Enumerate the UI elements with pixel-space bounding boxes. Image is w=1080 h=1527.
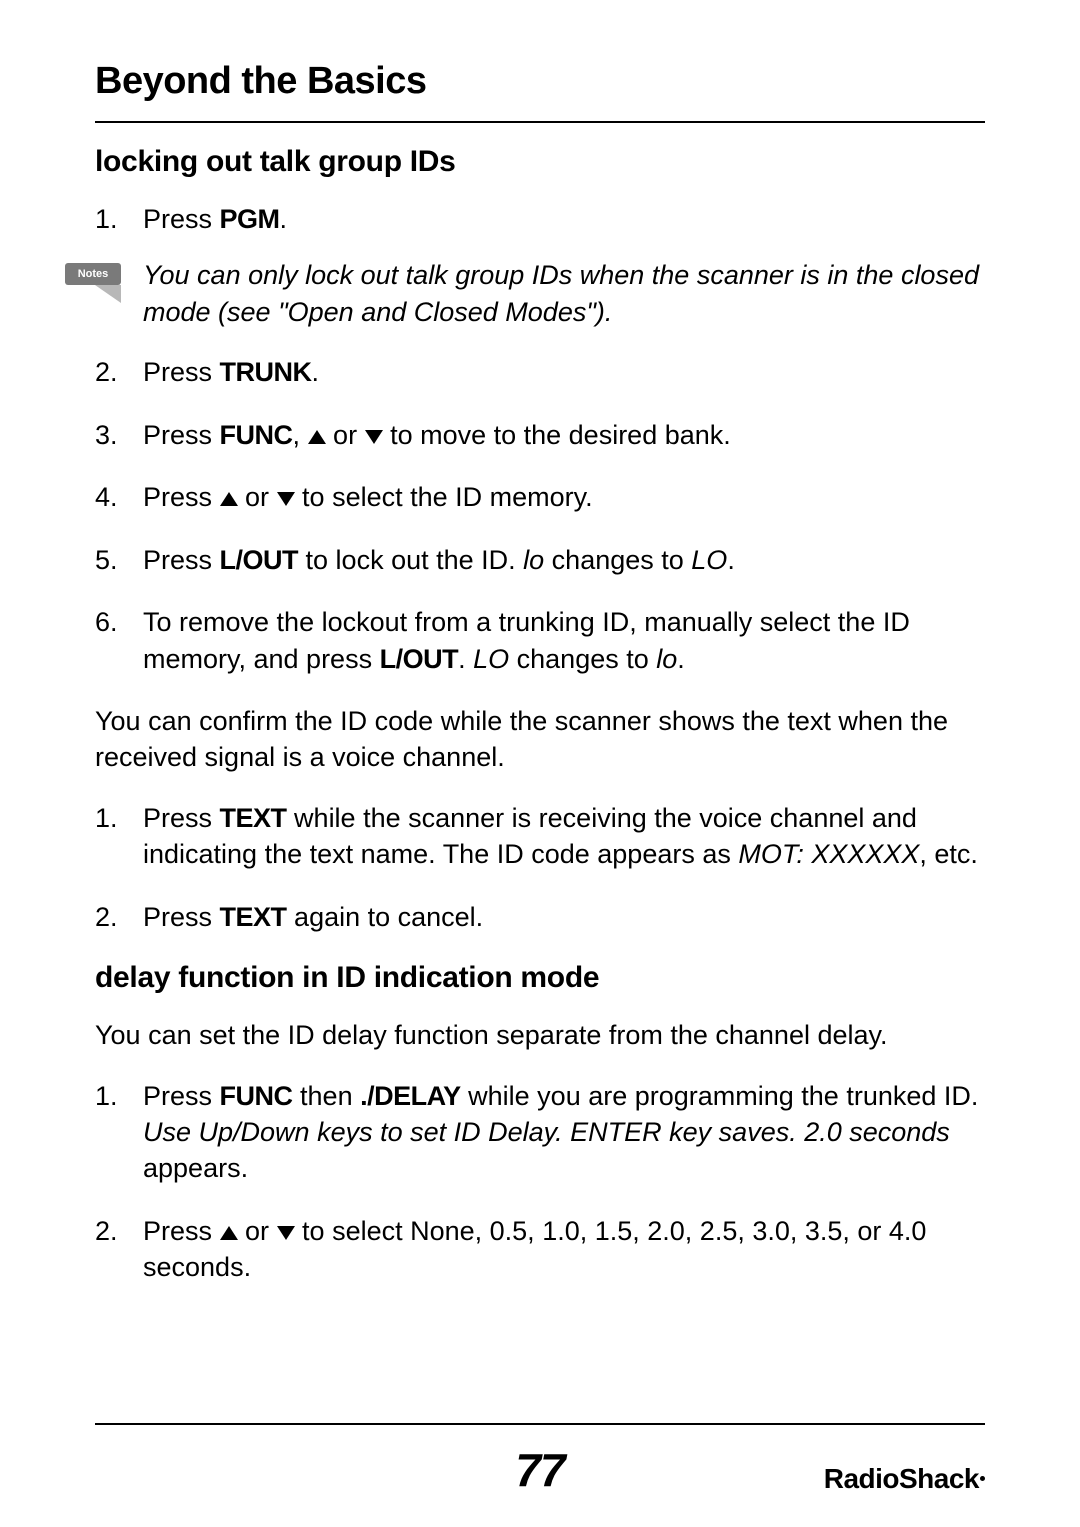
key-func: FUNC xyxy=(220,420,293,450)
body-paragraph: You can confirm the ID code while the sc… xyxy=(95,703,985,776)
step-text: . xyxy=(312,357,320,387)
up-arrow-icon xyxy=(220,1226,238,1240)
display-lo-upper: LO xyxy=(691,545,727,575)
step-number: 2. xyxy=(95,1213,118,1249)
title-rule xyxy=(95,121,985,123)
step-text: . xyxy=(677,644,685,674)
key-lout: L/OUT xyxy=(380,644,459,674)
text-step-1: 1. Press TEXT while the scanner is recei… xyxy=(95,800,985,873)
step-4: 4. Press or to select the ID memory. xyxy=(95,479,985,515)
step-number: 1. xyxy=(95,1078,118,1114)
page-title: Beyond the Basics xyxy=(95,60,985,103)
step-text: Press xyxy=(143,1216,220,1246)
step-text: Press xyxy=(143,357,220,387)
step-text: changes to xyxy=(509,644,656,674)
section-heading-lockout: locking out talk group IDs xyxy=(95,145,985,179)
footer: 77 RadioShack xyxy=(95,1423,985,1497)
delay-step-1: 1. Press FUNC then ./DELAY while you are… xyxy=(95,1078,985,1187)
key-trunk: TRUNK xyxy=(220,357,312,387)
step-number: 1. xyxy=(95,201,118,237)
step-text: appears. xyxy=(143,1153,248,1183)
step-text: to move to the desired bank. xyxy=(383,420,731,450)
step-text: Press xyxy=(143,803,220,833)
step-number: 5. xyxy=(95,542,118,578)
display-delay-message: Use Up/Down keys to set ID Delay. ENTER … xyxy=(143,1117,950,1147)
step-number: 6. xyxy=(95,604,118,640)
key-text: TEXT xyxy=(220,803,287,833)
step-text: Press xyxy=(143,204,220,234)
key-func: FUNC xyxy=(220,1081,293,1111)
step-text: , etc. xyxy=(919,839,978,869)
step-text: , xyxy=(293,420,308,450)
notes-badge: Notes xyxy=(65,263,121,303)
step-text: changes to xyxy=(544,545,691,575)
text-step-2: 2. Press TEXT again to cancel. xyxy=(95,899,985,935)
notes-badge-triangle xyxy=(95,285,121,303)
step-text: Press xyxy=(143,482,220,512)
step-text: or xyxy=(238,482,277,512)
step-text: Press xyxy=(143,1081,220,1111)
page-container: Beyond the Basics locking out talk group… xyxy=(0,0,1080,1527)
footer-rule xyxy=(95,1423,985,1425)
up-arrow-icon xyxy=(308,430,326,444)
step-text: Press xyxy=(143,545,220,575)
step-number: 2. xyxy=(95,899,118,935)
page-number: 77 xyxy=(515,1443,564,1497)
radioshack-logo: RadioShack xyxy=(824,1463,985,1495)
step-text: Press xyxy=(143,420,220,450)
step-text: or xyxy=(238,1216,277,1246)
notes-badge-label: Notes xyxy=(78,268,109,280)
step-number: 1. xyxy=(95,800,118,836)
text-steps: 1. Press TEXT while the scanner is recei… xyxy=(95,800,985,935)
step-text: or xyxy=(326,420,365,450)
delay-steps: 1. Press FUNC then ./DELAY while you are… xyxy=(95,1078,985,1286)
step-text: again to cancel. xyxy=(287,902,484,932)
step-number: 4. xyxy=(95,479,118,515)
delay-step-2: 2. Press or to select None, 0.5, 1.0, 1.… xyxy=(95,1213,985,1286)
step-text: . xyxy=(280,204,288,234)
step-number: 3. xyxy=(95,417,118,453)
step-6: 6. To remove the lockout from a trunking… xyxy=(95,604,985,677)
down-arrow-icon xyxy=(365,430,383,444)
note-callout: Notes You can only lock out talk group I… xyxy=(95,257,985,330)
step-text: . xyxy=(727,545,735,575)
step-text: to lock out the ID. xyxy=(298,545,523,575)
step-text: . xyxy=(458,644,473,674)
step-text: Press xyxy=(143,902,220,932)
display-lo-upper: LO xyxy=(473,644,509,674)
down-arrow-icon xyxy=(277,492,295,506)
footer-row: 77 RadioShack xyxy=(95,1443,985,1497)
key-delay: ./DELAY xyxy=(360,1081,461,1111)
lockout-steps-part2: 2. Press TRUNK. 3. Press FUNC, or to mov… xyxy=(95,354,985,677)
lockout-steps-part1: 1. Press PGM. xyxy=(95,201,985,237)
section-heading-delay: delay function in ID indication mode xyxy=(95,961,985,995)
down-arrow-icon xyxy=(277,1226,295,1240)
key-pgm: PGM xyxy=(220,204,280,234)
step-text: then xyxy=(293,1081,361,1111)
step-text: while you are programming the trunked ID… xyxy=(461,1081,979,1111)
step-3: 3. Press FUNC, or to move to the desired… xyxy=(95,417,985,453)
display-mot: MOT: XXXXXX xyxy=(738,839,919,869)
step-number: 2. xyxy=(95,354,118,390)
step-text: to select the ID memory. xyxy=(295,482,593,512)
step-1: 1. Press PGM. xyxy=(95,201,985,237)
key-text: TEXT xyxy=(220,902,287,932)
notes-badge-rect: Notes xyxy=(65,263,121,285)
key-lout: L/OUT xyxy=(220,545,299,575)
up-arrow-icon xyxy=(220,492,238,506)
brand-text: RadioShack xyxy=(824,1463,979,1495)
body-paragraph: You can set the ID delay function separa… xyxy=(95,1017,985,1053)
display-lo-lower: lo xyxy=(656,644,677,674)
brand-dot-icon xyxy=(980,1476,985,1481)
note-text: You can only lock out talk group IDs whe… xyxy=(143,257,985,330)
display-lo-lower: lo xyxy=(523,545,544,575)
step-2: 2. Press TRUNK. xyxy=(95,354,985,390)
step-5: 5. Press L/OUT to lock out the ID. lo ch… xyxy=(95,542,985,578)
